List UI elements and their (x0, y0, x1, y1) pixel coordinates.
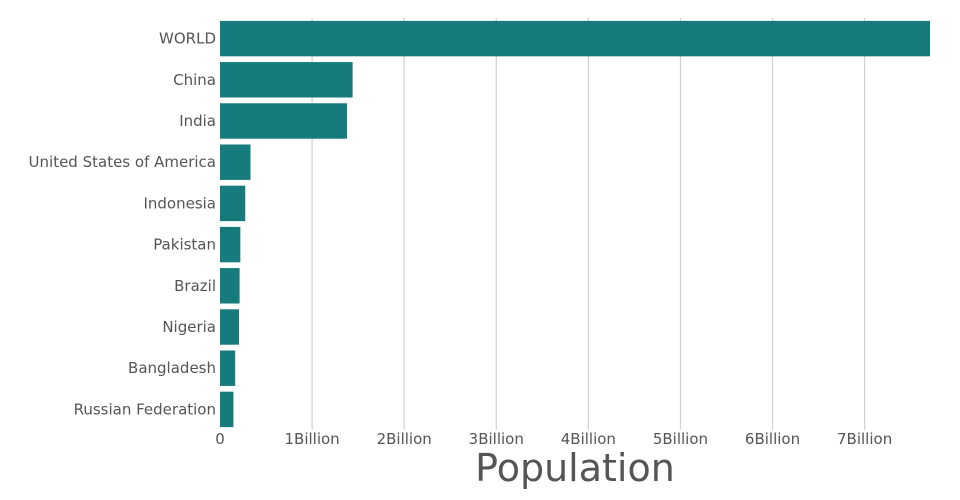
x-axis-title: Population (475, 446, 675, 490)
x-tick-label: 0 (215, 430, 225, 448)
x-tick-label: 3Billion (469, 430, 524, 448)
category-label: Pakistan (153, 236, 216, 254)
x-tick-label: 6Billion (745, 430, 800, 448)
bar[interactable] (220, 309, 239, 345)
grid-lines (311, 18, 866, 430)
category-label: China (173, 71, 216, 89)
category-label: Brazil (174, 277, 216, 295)
bar[interactable] (220, 62, 353, 98)
category-labels: WORLD China India United States of America I… (29, 30, 216, 419)
bar[interactable] (220, 185, 246, 222)
bar[interactable] (220, 226, 241, 263)
category-label: Nigeria (162, 318, 216, 336)
x-tick-label: 1Billion (284, 430, 339, 448)
x-tick-label: 4Billion (561, 430, 616, 448)
category-label: India (179, 112, 216, 130)
x-tick-labels: 0 1Billion 2Billion 3Billion 4Billion 5Billio… (215, 430, 892, 448)
category-label: Indonesia (143, 194, 216, 212)
bars (220, 20, 930, 428)
bar[interactable] (220, 391, 234, 428)
x-tick-label: 2Billion (377, 430, 432, 448)
x-tick-label: 5Billion (653, 430, 708, 448)
category-label: WORLD (159, 30, 216, 48)
bar[interactable] (220, 144, 251, 180)
category-label: Russian Federation (74, 400, 216, 418)
category-label: United States of America (29, 153, 216, 171)
bar[interactable] (220, 268, 240, 304)
x-tick-label: 7Billion (837, 430, 892, 448)
category-label: Bangladesh (128, 359, 216, 377)
bar[interactable] (220, 20, 930, 57)
bar[interactable] (220, 103, 348, 139)
bar[interactable] (220, 350, 236, 386)
